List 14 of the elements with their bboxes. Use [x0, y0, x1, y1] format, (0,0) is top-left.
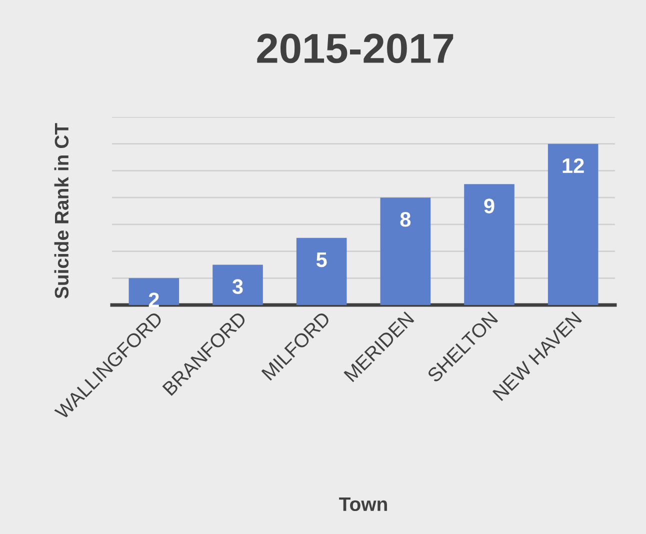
data-label: 12: [562, 158, 584, 173]
bar: [212, 264, 263, 305]
data-label: 8: [400, 212, 411, 227]
data-label: 2: [148, 292, 159, 308]
data-label: 5: [316, 252, 327, 268]
bar: [296, 238, 347, 305]
bar: [380, 198, 431, 305]
data-label: 3: [232, 279, 243, 294]
data-label: 9: [484, 198, 494, 214]
chart-title: 2015-2017: [257, 34, 454, 64]
y-axis-title: Suicide Rank in CT: [54, 123, 69, 298]
bar: [548, 144, 598, 305]
x-axis-title: Town: [339, 497, 387, 512]
bar: [464, 184, 514, 305]
